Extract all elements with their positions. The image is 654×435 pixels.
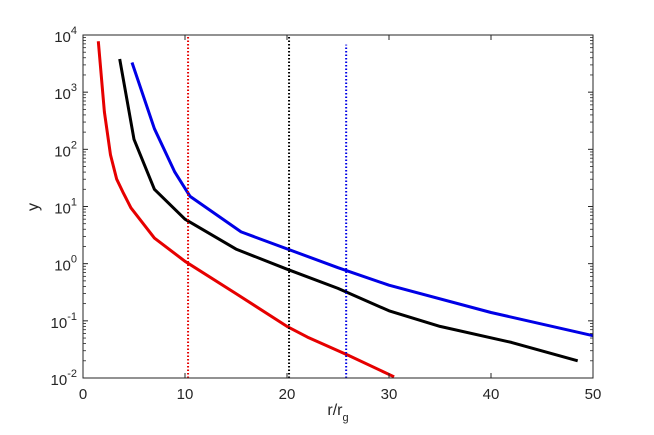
plot-area	[83, 35, 593, 378]
x-tick-label: 10	[177, 386, 194, 403]
y-tick-labels: 10-2 10-1 100 101 102 103 104	[51, 25, 77, 389]
x-tick-labels: 0 10 20 30 40 50	[79, 386, 602, 403]
x-axis-label-main: r/r	[327, 402, 343, 419]
x-axis-label: r/rg	[327, 402, 348, 424]
y-tick-label: 101	[54, 197, 77, 218]
tick-layer	[82, 34, 594, 379]
y-tick-label: 104	[54, 25, 77, 46]
series-line-2	[130, 62, 594, 338]
y-tick-label: 103	[54, 82, 77, 103]
x-tick-label: 0	[79, 386, 87, 403]
series-line-1	[118, 58, 579, 363]
x-tick-label: 20	[279, 386, 296, 403]
y-tick-label: 100	[54, 254, 77, 275]
x-tick-label: 30	[381, 386, 398, 403]
y-tick-label: 102	[54, 139, 77, 160]
series-layer	[96, 41, 594, 379]
series-line-0	[96, 41, 395, 379]
x-axis-label-subscript: g	[342, 412, 348, 424]
y-tick-label: 10-2	[51, 368, 77, 389]
y-tick-label: 10-1	[51, 311, 77, 332]
x-tick-label: 50	[585, 386, 602, 403]
vline-layer	[187, 35, 348, 378]
x-tick-label: 40	[483, 386, 500, 403]
y-axis-label: y	[25, 203, 42, 211]
